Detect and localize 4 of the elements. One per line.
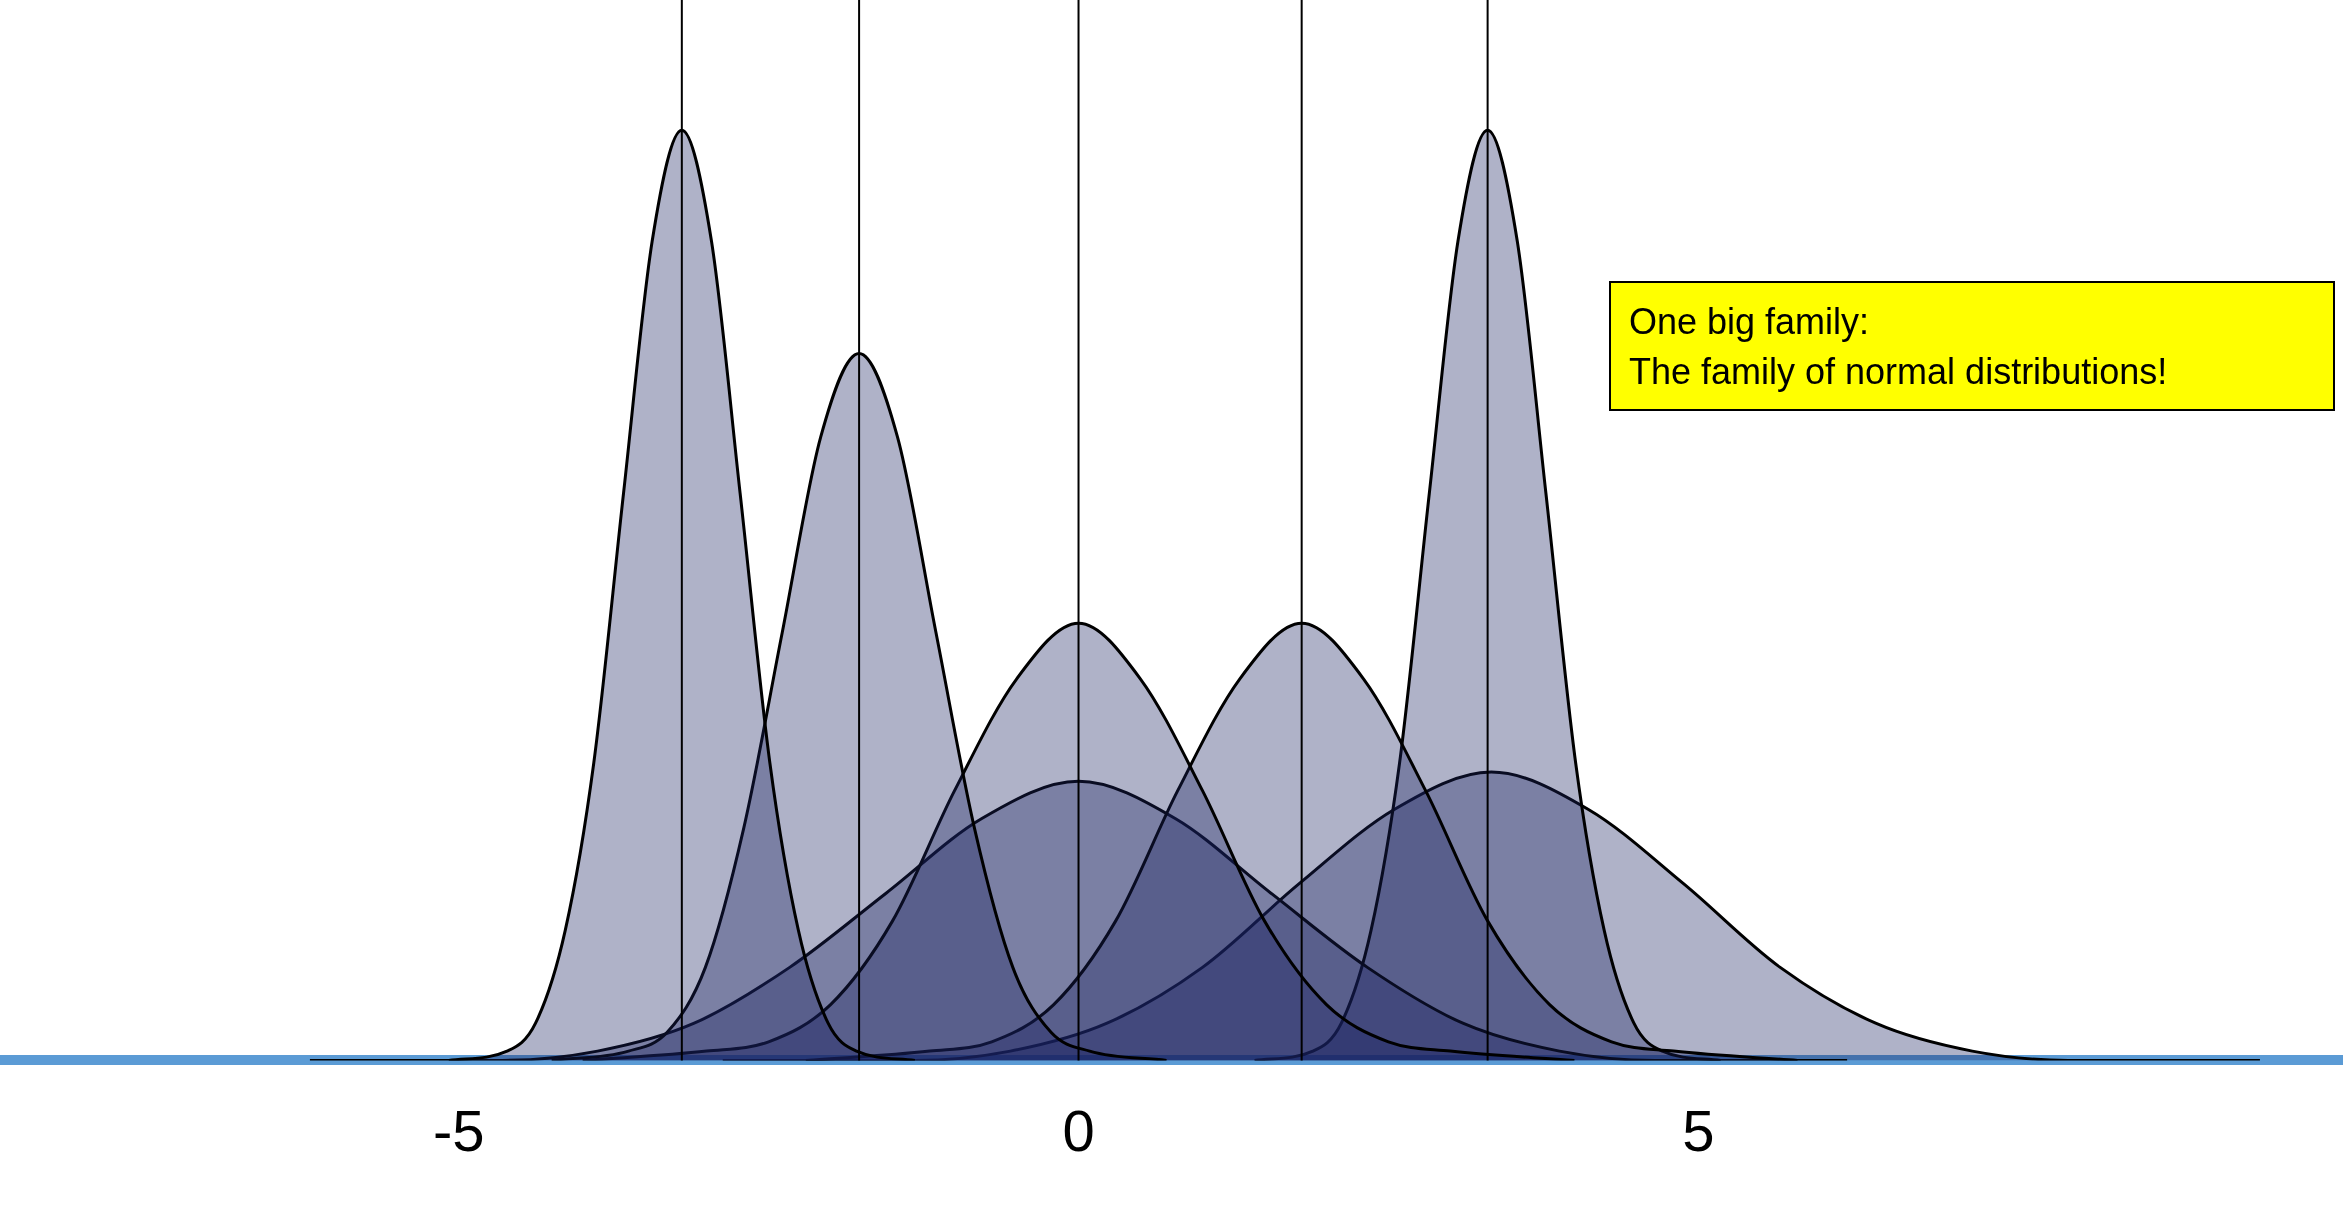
annotation: One big family: The family of normal distributions! xyxy=(1629,300,2168,395)
x-tick-label: 0 xyxy=(1062,1098,1095,1164)
x-tick-label: 5 xyxy=(1682,1098,1715,1164)
x-tick-label: -5 xyxy=(432,1098,485,1164)
